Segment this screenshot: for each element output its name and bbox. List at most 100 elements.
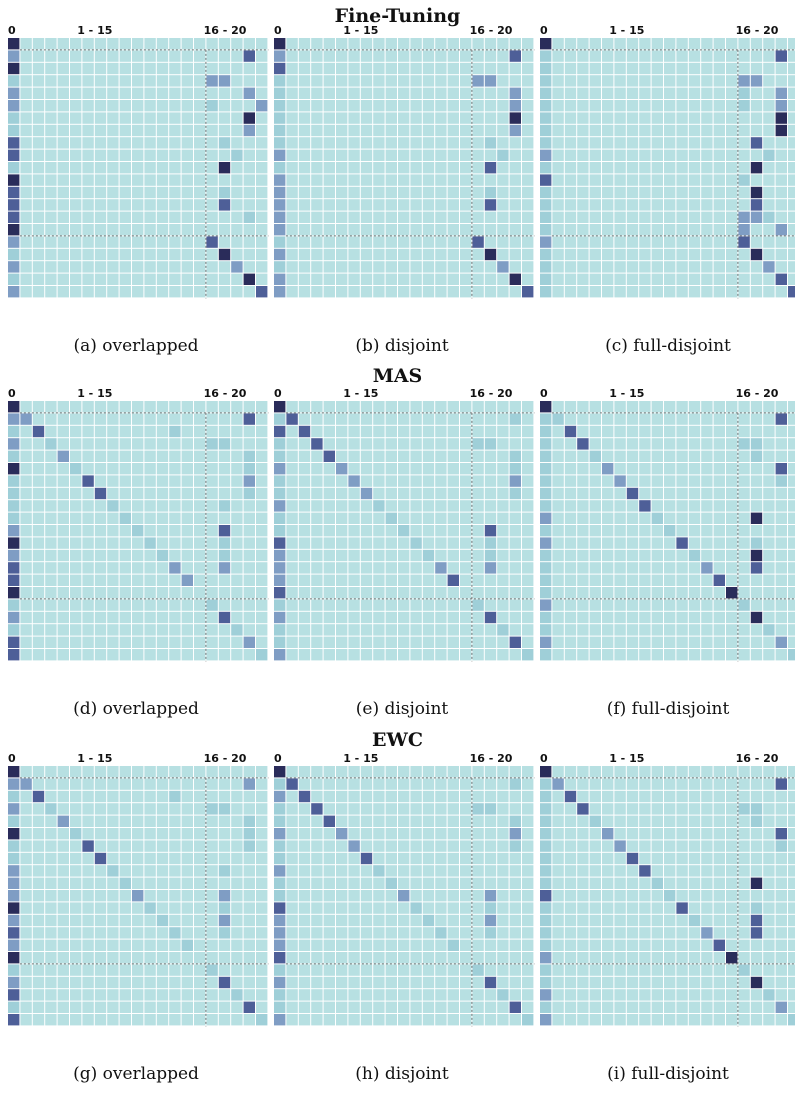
heatmap-cell — [286, 162, 298, 174]
heatmap-cell — [256, 549, 268, 562]
heatmap-cell — [181, 475, 193, 487]
heatmap-cell — [181, 38, 193, 50]
heatmap-cell — [626, 149, 639, 161]
heatmap-cell — [713, 261, 725, 273]
heatmap-cell — [589, 149, 601, 161]
heatmap-cell — [422, 611, 435, 624]
heatmap-cell — [447, 852, 459, 865]
heatmap-cell — [243, 475, 255, 487]
heatmap-cell — [82, 1001, 94, 1013]
heatmap-cell — [82, 224, 94, 236]
heatmap-cell — [311, 778, 323, 790]
heatmap-cell — [385, 87, 397, 99]
heatmap-cell — [70, 599, 82, 611]
heatmap-cell — [373, 964, 385, 976]
heatmap-cell — [169, 475, 181, 487]
heatmap-cell — [45, 487, 57, 500]
heatmap-cell — [385, 989, 397, 1001]
heatmap-cell — [385, 877, 397, 889]
heatmap-cell — [323, 512, 335, 524]
heatmap-cell — [701, 224, 713, 236]
heatmap-cell — [788, 815, 795, 827]
heatmap-cell — [614, 877, 626, 889]
heatmap-cell — [156, 463, 169, 475]
heatmap-cell — [651, 803, 663, 815]
heatmap-cell — [169, 450, 181, 462]
heatmap-cell — [713, 649, 725, 661]
heatmap-cell — [243, 273, 255, 285]
heatmap-cell — [169, 537, 181, 549]
heatmap-cell — [750, 803, 763, 815]
heatmap-cell — [589, 840, 601, 852]
heatmap-cell — [701, 413, 713, 425]
heatmap-cell — [676, 611, 688, 624]
heatmap-cell — [82, 211, 94, 223]
heatmap-cell — [651, 112, 663, 124]
heatmap-cell — [701, 124, 713, 137]
heatmap-cell — [323, 877, 335, 889]
heatmap-cell — [8, 273, 20, 285]
heatmap-cell — [497, 248, 509, 261]
heatmap-cell — [626, 87, 639, 99]
heatmap-cell — [336, 976, 348, 989]
heatmap-cell — [243, 248, 255, 261]
heatmap-cell — [57, 38, 69, 50]
heatmap-cell — [132, 174, 144, 186]
heatmap-cell — [206, 989, 218, 1001]
heatmap-cell — [57, 1001, 69, 1013]
heatmap-cell — [626, 463, 639, 475]
heatmap-cell — [32, 952, 45, 964]
heatmap-cell — [522, 475, 534, 487]
heatmap-cell — [497, 261, 509, 273]
heatmap-cell — [688, 803, 701, 815]
heatmap-cell — [398, 815, 410, 827]
heatmap-cell — [522, 964, 534, 976]
heatmap-cell — [614, 939, 626, 951]
heatmap-cell — [181, 438, 193, 450]
heatmap-cell — [206, 137, 218, 149]
heatmap-cell — [132, 487, 144, 500]
heatmap-cell — [20, 186, 32, 199]
heatmap-cell — [688, 38, 701, 50]
heatmap-cell — [460, 766, 472, 778]
heatmap-cell — [298, 964, 311, 976]
heatmap-cell — [726, 852, 738, 865]
heatmap-cell — [32, 38, 45, 50]
heatmap-cell — [32, 636, 45, 648]
heatmap-cell — [70, 877, 82, 889]
heatmap-cell — [763, 112, 775, 124]
heatmap-cell — [385, 248, 397, 261]
heatmap-cell — [688, 199, 701, 211]
heatmap-cell — [589, 261, 601, 273]
heatmap-cell — [688, 438, 701, 450]
heatmap-cell — [713, 224, 725, 236]
heatmap-cell — [206, 100, 218, 112]
heatmap-cell — [194, 766, 206, 778]
heatmap-cell — [194, 902, 206, 914]
heatmap-cell — [94, 525, 107, 537]
heatmap-cell — [181, 1014, 193, 1026]
heatmap-cell — [713, 199, 725, 211]
heatmap-cell — [664, 248, 676, 261]
heatmap-cell — [336, 261, 348, 273]
heatmap-cell — [385, 902, 397, 914]
heatmap-cell — [676, 549, 688, 562]
heatmap-cell — [602, 248, 614, 261]
heatmap-cell — [311, 587, 323, 599]
heatmap-cell — [119, 162, 131, 174]
heatmap-cell — [256, 525, 268, 537]
heatmap-cell — [82, 112, 94, 124]
heatmap-cell — [688, 1001, 701, 1013]
heatmap-cell — [286, 186, 298, 199]
heatmap-cell — [385, 964, 397, 976]
heatmap-cell — [676, 865, 688, 877]
heatmap-cell — [552, 248, 564, 261]
heatmap-cell — [602, 1001, 614, 1013]
heatmap-cell — [119, 766, 131, 778]
heatmap-cell — [206, 463, 218, 475]
heatmap-cell — [20, 149, 32, 161]
heatmap-cell — [8, 976, 20, 989]
heatmap-cell — [45, 261, 57, 273]
heatmap-cell — [775, 636, 787, 648]
heatmap-cell — [422, 425, 435, 438]
